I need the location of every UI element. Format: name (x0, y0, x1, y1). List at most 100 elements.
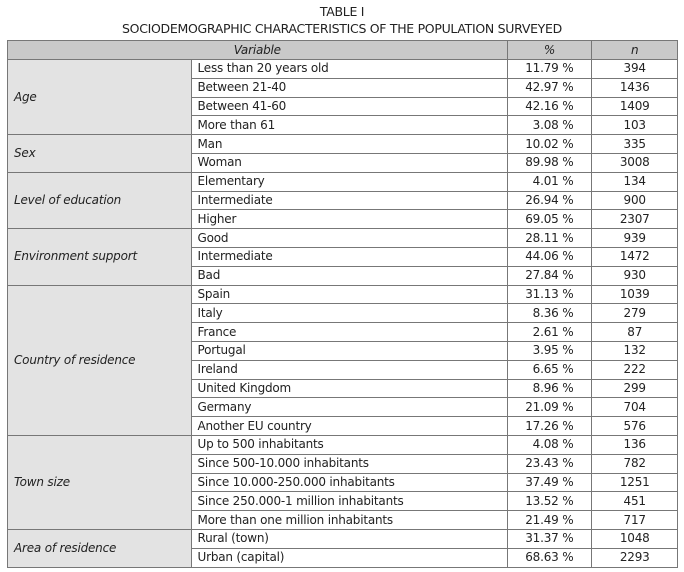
label-cell: Less than 20 years old (190, 59, 508, 79)
label-cell: Germany (190, 397, 508, 418)
n-cell: 1251 (591, 472, 678, 493)
n-cell: 335 (591, 134, 678, 154)
label-cell: Spain (190, 284, 508, 305)
label-cell: Elementary (190, 171, 508, 192)
label-cell: Since 10.000-250.000 inhabitants (190, 472, 508, 493)
n-cell: 136 (591, 434, 678, 455)
label-cell: Man (190, 134, 508, 154)
n-cell: 930 (591, 265, 678, 286)
percent-cell: 6.65 % (506, 359, 593, 380)
n-cell: 939 (591, 228, 678, 248)
percent-cell: 11.79 % (506, 59, 593, 79)
percent-cell: 8.96 % (506, 378, 593, 399)
label-cell: Since 500-10.000 inhabitants (190, 453, 508, 474)
n-cell: 3008 (591, 152, 678, 173)
table-row: Country of residence Spain 31.13 % 1039 (7, 284, 678, 436)
percent-cell: 31.13 % (506, 284, 593, 305)
table-row: Urban (capital) 68.63 % 2293 (8, 547, 678, 568)
n-cell: 576 (591, 416, 678, 436)
label-cell: United Kingdom (190, 378, 508, 399)
percent-cell: 8.36 % (506, 303, 593, 324)
percent-cell: 2.61 % (506, 322, 593, 342)
n-cell: 279 (591, 303, 678, 324)
label-cell: Since 250.000-1 million inhabitants (190, 491, 508, 512)
n-cell: 2293 (591, 547, 678, 568)
label-cell: Woman (190, 152, 508, 173)
percent-cell: 4.01 % (506, 171, 593, 192)
table-row: More than one million inhabitants 21.49 %… (8, 510, 678, 530)
percent-cell: 17.26 % (506, 416, 593, 436)
n-cell: 132 (591, 340, 678, 361)
label-cell: Higher (190, 209, 508, 230)
table-row: Higher 69.05 % 2307 (8, 209, 678, 230)
label-cell: Between 41-60 (190, 96, 508, 117)
percent-cell: 3.95 % (506, 340, 593, 361)
percent-cell: 68.63 % (506, 547, 593, 568)
table-row: Sex Man 10.02 % 335 (7, 134, 678, 173)
label-cell: Intermediate (190, 246, 508, 267)
table-body: Age Less than 20 years old 11.79 % 394 Betwe… (7, 58, 678, 568)
percent-cell: 42.97 % (506, 77, 593, 98)
label-cell: Good (190, 228, 508, 248)
label-cell: Another EU country (190, 416, 508, 436)
n-cell: 900 (591, 190, 678, 211)
category-cell: Environment support (7, 228, 192, 286)
header-variable: Variable (7, 40, 508, 60)
category-cell: Town size (7, 434, 192, 530)
percent-cell: 23.43 % (506, 453, 593, 474)
n-cell: 704 (591, 397, 678, 418)
n-cell: 87 (591, 322, 678, 342)
category-cell: Age (7, 58, 192, 136)
n-cell: 299 (591, 378, 678, 399)
label-cell: Ireland (190, 359, 508, 380)
table-row: Woman 89.98 % 3008 (8, 152, 678, 173)
table-row: Town size Up to 500 inhabitants 4.08 % 136 (7, 434, 678, 530)
n-cell: 451 (591, 491, 678, 512)
label-cell: Bad (190, 265, 508, 286)
label-cell: France (190, 322, 508, 342)
label-cell: Portugal (190, 340, 508, 361)
label-cell: Rural (town) (190, 528, 508, 549)
n-cell: 134 (591, 171, 678, 192)
percent-cell: 44.06 % (506, 246, 593, 267)
header-n: n (591, 40, 678, 60)
category-cell: Sex (7, 134, 192, 173)
n-cell: 782 (591, 453, 678, 474)
table-row: Intermediate 44.06 % 1472 (8, 246, 678, 267)
table-row: Ireland 6.65 % 222 (8, 359, 678, 380)
table-row: Since 500-10.000 inhabitants 23.43 % 782 (8, 453, 678, 474)
header-percent: % (506, 40, 593, 60)
label-cell: Up to 500 inhabitants (190, 434, 508, 455)
table-row: Italy 8.36 % 279 (8, 303, 678, 324)
category-cell: Level of education (7, 171, 192, 230)
percent-cell: 89.98 % (506, 152, 593, 173)
percent-cell: 27.84 % (506, 265, 593, 286)
percent-cell: 21.49 % (506, 510, 593, 530)
table-row: Level of education Elementary 4.01 % 134 (7, 171, 678, 230)
table-row: Since 250.000-1 million inhabitants 13.52… (8, 491, 678, 512)
n-cell: 1409 (591, 96, 678, 117)
table-row: More than 61 3.08 % 103 (8, 115, 678, 136)
percent-cell: 69.05 % (506, 209, 593, 230)
label-cell: More than one million inhabitants (190, 510, 508, 530)
n-cell: 394 (591, 59, 678, 79)
n-cell: 1472 (591, 246, 678, 267)
n-cell: 1039 (591, 284, 678, 305)
percent-cell: 4.08 % (506, 434, 593, 455)
table-row: Age Less than 20 years old 11.79 % 394 (7, 58, 678, 136)
percent-cell: 10.02 % (506, 134, 593, 154)
n-cell: 2307 (591, 209, 678, 230)
category-cell: Area of residence (7, 528, 192, 568)
percent-cell: 42.16 % (506, 96, 593, 117)
table-row: Intermediate 26.94 % 900 (8, 190, 678, 211)
percent-cell: 21.09 % (506, 397, 593, 418)
label-cell: Intermediate (190, 190, 508, 211)
sociodemographic-table: Variable % n Age Less than 20 years old 11… (7, 40, 678, 568)
table-title: TABLE I (319, 4, 365, 19)
percent-cell: 28.11 % (506, 228, 593, 248)
table-row: Bad 27.84 % 930 (8, 265, 678, 286)
category-cell: Country of residence (7, 284, 192, 436)
label-cell: Italy (190, 303, 508, 324)
percent-cell: 37.49 % (506, 472, 593, 493)
label-cell: More than 61 (190, 115, 508, 136)
